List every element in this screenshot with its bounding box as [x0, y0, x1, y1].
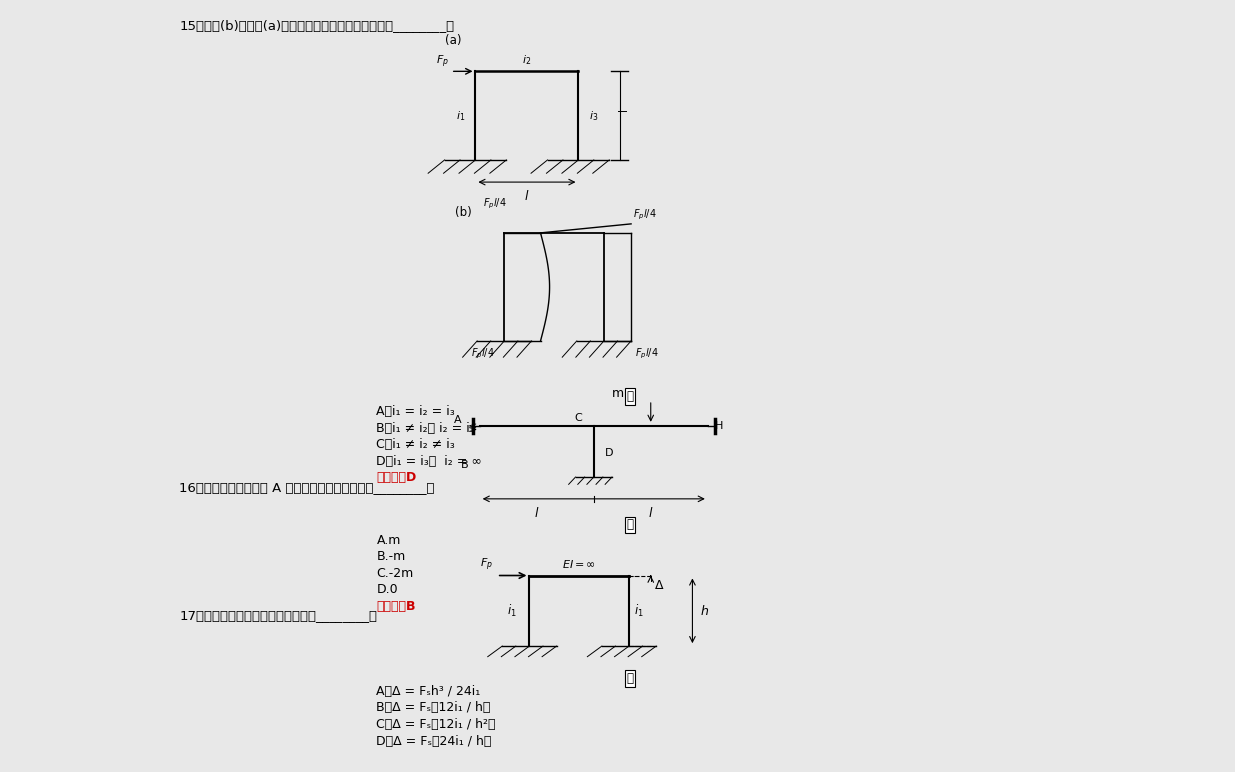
- Text: A．i₁ = i₂ = i₃: A．i₁ = i₂ = i₃: [377, 405, 456, 418]
- Text: 图: 图: [626, 519, 634, 531]
- Text: $\Delta$: $\Delta$: [655, 579, 664, 592]
- Text: (a): (a): [445, 35, 461, 47]
- Text: 【答案】D: 【答案】D: [377, 472, 416, 485]
- Text: 16．下图所示结构截面 A 的弯矩以下侧受拉为正是________。: 16．下图所示结构截面 A 的弯矩以下侧受拉为正是________。: [179, 480, 435, 493]
- Text: $\lessgtr$: $\lessgtr$: [466, 421, 478, 434]
- Text: (b): (b): [456, 206, 472, 219]
- Text: D.0: D.0: [377, 584, 398, 597]
- Text: $i_1$: $i_1$: [635, 603, 645, 619]
- Text: C．i₁ ≠ i₂ ≠ i₃: C．i₁ ≠ i₂ ≠ i₃: [377, 438, 456, 451]
- Text: $F_p$: $F_p$: [436, 53, 448, 69]
- Text: D．Δ = Fₛ（24i₁ / h）: D．Δ = Fₛ（24i₁ / h）: [377, 735, 492, 748]
- Text: B: B: [461, 460, 468, 470]
- Text: 【答案】B: 【答案】B: [377, 600, 416, 613]
- Text: B．Δ = Fₛ（12i₁ / h）: B．Δ = Fₛ（12i₁ / h）: [377, 702, 490, 714]
- Text: $i_3$: $i_3$: [589, 109, 598, 123]
- Text: 15．下图(b)是下图(a)所示结构位移法所作图的条件是________。: 15．下图(b)是下图(a)所示结构位移法所作图的条件是________。: [179, 19, 454, 32]
- Text: 图: 图: [626, 672, 634, 685]
- Text: $F_p$: $F_p$: [480, 557, 493, 573]
- Text: 17．下图所示结构用位移法求解可得________。: 17．下图所示结构用位移法求解可得________。: [179, 609, 378, 622]
- Text: H: H: [715, 422, 722, 432]
- Text: C: C: [574, 413, 583, 423]
- Text: $F_pl/4$: $F_pl/4$: [483, 197, 506, 212]
- Text: $F_pl/4$: $F_pl/4$: [635, 347, 658, 361]
- Text: 图: 图: [626, 390, 634, 403]
- Text: D: D: [605, 448, 614, 458]
- Text: m: m: [613, 387, 624, 400]
- Text: $h$: $h$: [700, 604, 709, 618]
- Text: B.-m: B.-m: [377, 550, 405, 563]
- Text: $i_1$: $i_1$: [456, 109, 466, 123]
- Text: $EI=\infty$: $EI=\infty$: [562, 557, 597, 570]
- Text: A.m: A.m: [377, 533, 401, 547]
- Text: $l$: $l$: [648, 506, 653, 520]
- Text: $F_pl/4$: $F_pl/4$: [472, 347, 495, 361]
- Text: D．i₁ = i₃，  i₂ = ∞: D．i₁ = i₃， i₂ = ∞: [377, 455, 482, 468]
- Text: $i_2$: $i_2$: [522, 53, 531, 67]
- Text: $l$: $l$: [534, 506, 540, 520]
- Text: C.-2m: C.-2m: [377, 567, 414, 580]
- Text: A．Δ = Fₛh³ / 24i₁: A．Δ = Fₛh³ / 24i₁: [377, 685, 480, 698]
- Text: $l$: $l$: [524, 189, 530, 204]
- Text: C．Δ = Fₛ（12i₁ / h²）: C．Δ = Fₛ（12i₁ / h²）: [377, 718, 496, 731]
- Text: $i_1$: $i_1$: [508, 603, 516, 619]
- Text: A: A: [454, 415, 462, 425]
- Text: B．i₁ ≠ i₂， i₂ = i₃: B．i₁ ≠ i₂， i₂ = i₃: [377, 422, 475, 435]
- Text: $F_pl/4$: $F_pl/4$: [632, 208, 657, 222]
